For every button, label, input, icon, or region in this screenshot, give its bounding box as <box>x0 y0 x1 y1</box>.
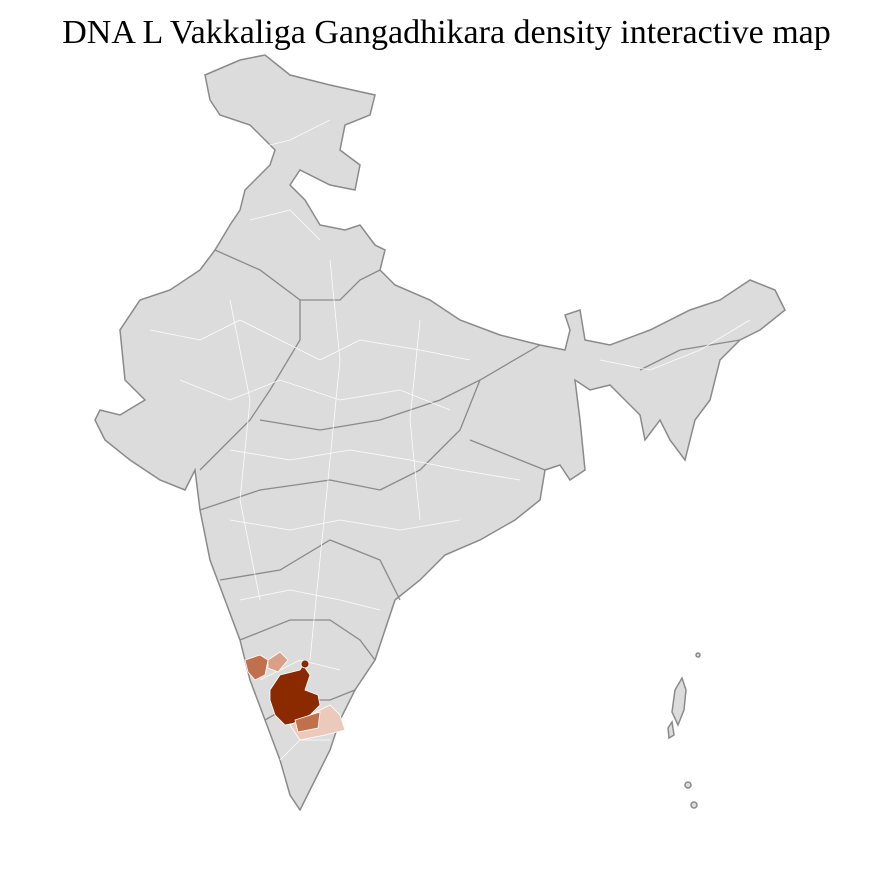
density-regions <box>244 651 346 741</box>
region-2[interactable] <box>267 651 289 673</box>
map-title: DNA L Vakkaliga Gangadhikara density int… <box>62 14 831 51</box>
country-base <box>94 54 786 812</box>
region-0[interactable] <box>269 664 321 726</box>
andaman-nicobar-islands <box>667 652 701 809</box>
region-1[interactable] <box>244 654 269 681</box>
region-4[interactable] <box>294 711 321 733</box>
region-5[interactable] <box>300 659 310 669</box>
district-borders <box>149 119 751 761</box>
india-outline[interactable] <box>94 54 786 812</box>
